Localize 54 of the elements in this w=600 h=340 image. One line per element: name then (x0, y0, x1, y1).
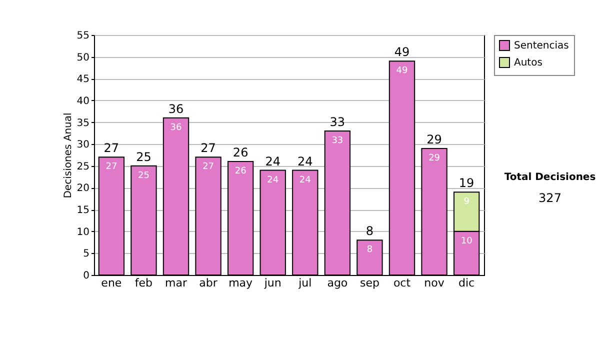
data-label: 9 (464, 197, 470, 208)
y-tick-label: 50 (76, 52, 90, 64)
x-tick-label: ago (327, 276, 348, 290)
y-tick-label: 15 (76, 205, 90, 216)
y-tick-label: 20 (76, 183, 90, 194)
data-label: 26 (234, 166, 247, 177)
y-axis-title: Decisiones Anual (62, 112, 74, 198)
x-tick-label: oct (393, 276, 412, 290)
data-label: 27 (106, 162, 118, 172)
total-label: 27 (104, 141, 120, 156)
legend-label: Sentencias (514, 40, 569, 52)
x-tick-label: dic (458, 276, 475, 290)
x-tick-label: may (228, 276, 254, 290)
x-tick-label: jul (298, 276, 312, 290)
data-label: 36 (170, 122, 182, 133)
y-tick-label: 45 (76, 74, 90, 86)
total-label: 36 (168, 102, 184, 116)
x-tick-label: abr (199, 276, 218, 290)
x-tick-label: ene (101, 276, 122, 290)
x-tick-label: jun (263, 276, 282, 290)
text: Total Decisiones (503, 172, 597, 183)
y-tick-label: 25 (76, 161, 90, 172)
total-label: 24 (298, 154, 313, 168)
data-label: 24 (267, 175, 279, 186)
y-tick-label: 40 (76, 96, 90, 107)
y-tick-label: 10 (76, 226, 90, 238)
data-label: 24 (299, 175, 312, 186)
data-label: 33 (332, 136, 344, 146)
total-label: 33 (330, 115, 346, 129)
x-tick-label: nov (424, 276, 445, 290)
total-label: 29 (426, 132, 442, 146)
total-label: 19 (458, 176, 474, 190)
total-label: 25 (136, 150, 152, 164)
total-label: 24 (265, 154, 280, 168)
y-tick-label: 35 (76, 118, 90, 129)
y-tick-label: 0 (83, 270, 90, 282)
text: 327 (538, 191, 562, 205)
x-tick-label: feb (134, 276, 153, 290)
data-label: 8 (366, 245, 373, 256)
y-tick-label: 55 (76, 30, 90, 42)
data-label: 10 (460, 236, 473, 246)
x-tick-label: mar (165, 276, 188, 290)
y-tick-label: 30 (76, 140, 90, 151)
total-label: 27 (200, 141, 216, 156)
data-label: 27 (202, 162, 214, 172)
x-tick-label: sep (360, 276, 380, 290)
data-label: 25 (138, 170, 150, 181)
legend-label: Autos (514, 58, 542, 68)
total-label: 26 (232, 146, 248, 160)
total-label: 8 (366, 224, 374, 238)
y-tick-label: 5 (83, 248, 90, 260)
total-label: 49 (394, 45, 410, 60)
data-label: 29 (428, 153, 440, 164)
data-label: 49 (396, 66, 408, 76)
